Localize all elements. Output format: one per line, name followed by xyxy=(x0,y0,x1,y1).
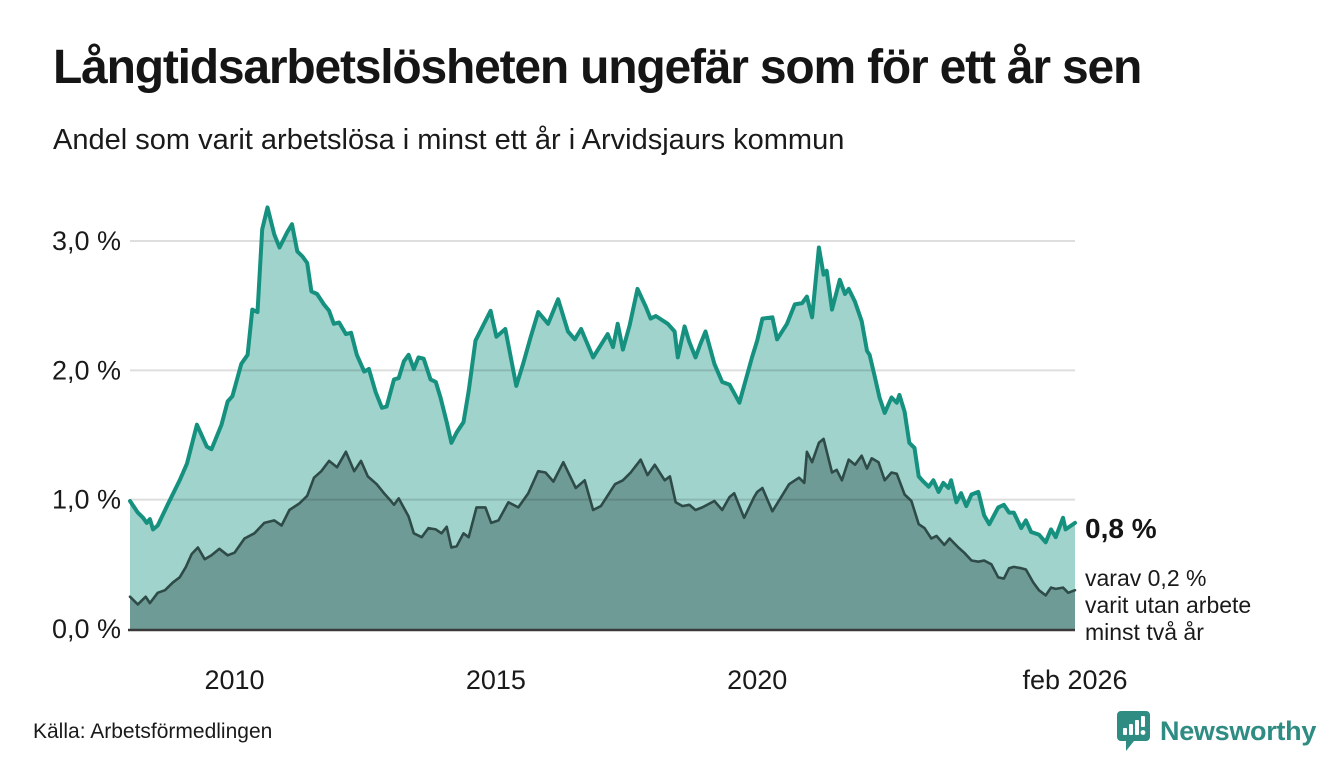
annotation-note: varav 0,2 % varit utan arbete minst två … xyxy=(1085,565,1251,646)
page-title: Långtidsarbetslösheten ungefär som för e… xyxy=(53,41,1142,94)
latest-value-label: 0,8 % xyxy=(1085,513,1157,544)
y-tick-label: 1,0 % xyxy=(52,485,121,515)
annotation-note-line: varit utan arbete xyxy=(1085,592,1252,618)
chart-subtitle: Andel som varit arbetslösa i minst ett å… xyxy=(53,124,845,156)
x-tick-label: 2020 xyxy=(727,665,787,695)
area-fill-two-years xyxy=(130,438,1075,629)
x-tick-label: 2015 xyxy=(466,665,526,695)
newsworthy-logo: Newsworthy xyxy=(1117,709,1316,753)
y-tick-label: 0,0 % xyxy=(52,614,121,644)
series-line-two-years xyxy=(128,437,1077,606)
y-tick-label: 2,0 % xyxy=(52,355,121,385)
annotation-note-line: varav 0,2 % xyxy=(1085,565,1207,591)
annotation-note-line: minst två år xyxy=(1085,619,1204,645)
newsworthy-icon xyxy=(1117,711,1150,751)
newsworthy-wordmark: Newsworthy xyxy=(1160,715,1317,746)
x-tick-label: 2010 xyxy=(204,665,264,695)
x-tick-label: feb 2026 xyxy=(1022,665,1127,695)
series-line-one-year xyxy=(128,205,1077,545)
source-credit: Källa: Arbetsförmedlingen xyxy=(33,720,273,743)
y-tick-label: 3,0 % xyxy=(52,226,121,256)
